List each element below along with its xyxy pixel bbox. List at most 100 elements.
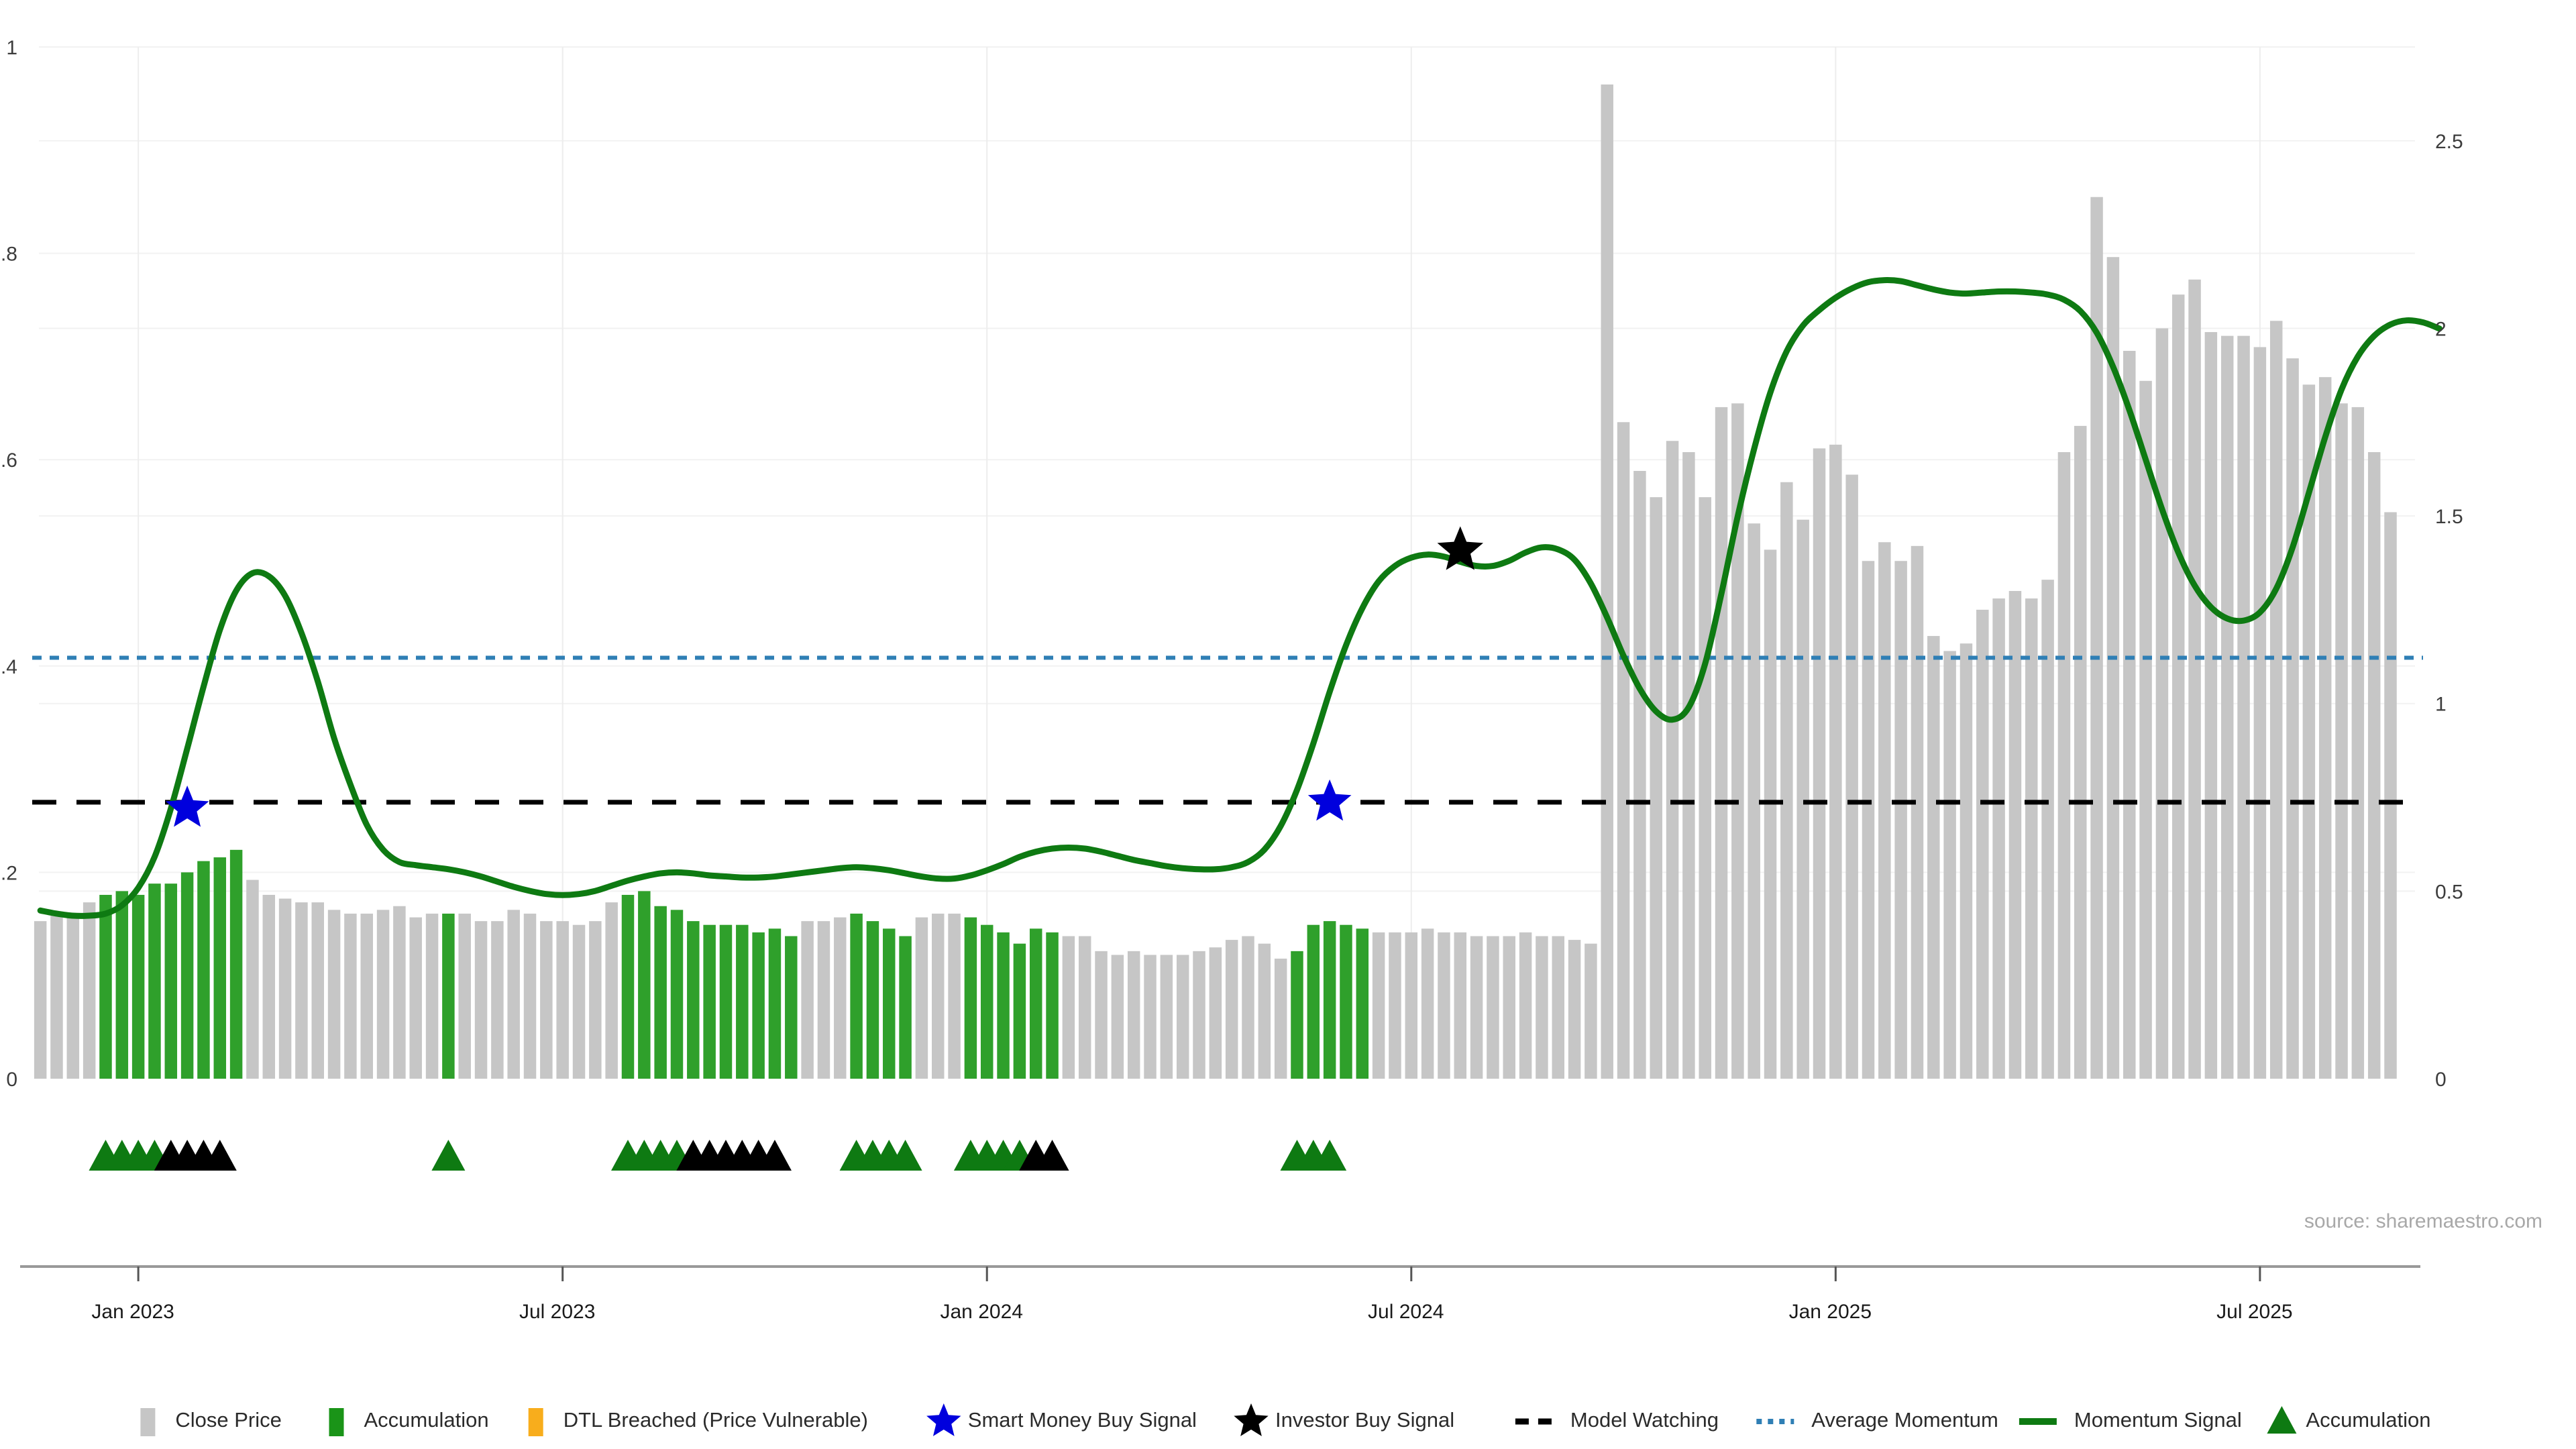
close-price-bar [327, 910, 341, 1079]
accumulation-bar [752, 932, 765, 1079]
investor-triangle-marker [203, 1140, 237, 1171]
investor-buy-signal-marker[interactable] [1437, 526, 1484, 570]
close-price-bar [1845, 474, 1858, 1079]
close-price-bar [344, 913, 357, 1079]
legend-marker-legend-dtl-breached [528, 1408, 543, 1436]
close-price-bar [2286, 358, 2299, 1079]
accumulation-bar [997, 932, 1010, 1079]
accumulation-bar [229, 849, 243, 1079]
accumulation-bar [638, 891, 651, 1079]
y-axis-right-tick-label: 0 [2435, 1069, 2447, 1091]
close-price-bar [2106, 257, 2120, 1079]
close-price-bar [1650, 497, 1662, 1079]
close-price-bar [1813, 448, 1826, 1079]
x-axis-tick-label: Jul 2023 [519, 1301, 595, 1323]
close-price-bar [1617, 422, 1630, 1079]
close-price-bar [1193, 951, 1205, 1079]
close-price-bar [2367, 452, 2381, 1079]
legend-model-watching[interactable]: Model Watching [1570, 1408, 1719, 1432]
close-price-bar [262, 894, 276, 1079]
close-price-bar [2302, 384, 2316, 1079]
accumulation-bar [785, 936, 798, 1079]
investor-triangle-marker [757, 1140, 792, 1171]
close-price-bar [1470, 936, 1483, 1079]
legend-accumulation-marker[interactable]: Accumulation [2306, 1408, 2430, 1432]
legend-investor-buy-signal[interactable]: Investor Buy Signal [1275, 1408, 1454, 1432]
y-axis-left-tick-label: 1 [6, 37, 17, 59]
close-price-bar [393, 906, 406, 1079]
close-price-bar [1715, 407, 1728, 1079]
close-price-bar [2171, 294, 2185, 1079]
close-price-bar [83, 902, 96, 1079]
close-price-bar [278, 898, 292, 1079]
close-price-bar [1943, 651, 1956, 1079]
legend-dtl-breached[interactable]: DTL Breached (Price Vulnerable) [564, 1408, 868, 1432]
accumulation-bar [687, 921, 700, 1079]
close-price-bar [491, 921, 504, 1079]
y-axis-right-tick-label: 2.5 [2435, 131, 2463, 153]
close-price-bar [507, 910, 520, 1079]
y-axis-right-tick-label: 1.5 [2435, 506, 2463, 528]
momentum-signal-line [37, 277, 2443, 919]
close-price-bar [2155, 328, 2169, 1079]
close-price-bar [2318, 377, 2332, 1079]
close-price-bar [1225, 940, 1238, 1079]
close-price-bar [2351, 407, 2365, 1079]
close-price-bar [572, 924, 586, 1079]
close-price-bar [1731, 403, 1744, 1079]
x-axis-tick-label: Jul 2025 [2216, 1301, 2292, 1323]
y-axis-right-tick-label: 2 [2435, 318, 2447, 340]
close-price-bar [1503, 936, 1515, 1079]
accumulation-bar [736, 924, 749, 1079]
close-price-bar [1992, 598, 2005, 1079]
close-price-bar [458, 913, 471, 1079]
legend-marker-legend-accumulation-marker [2267, 1406, 2297, 1434]
close-price-bar [1078, 936, 1091, 1079]
close-price-bar [360, 913, 373, 1079]
accumulation-bar [1013, 943, 1026, 1079]
close-price-bar [1682, 452, 1695, 1079]
close-price-bar [2384, 512, 2397, 1079]
legend-close-price[interactable]: Close Price [175, 1408, 282, 1432]
close-price-bar [1421, 928, 1434, 1079]
accumulation-bar [1291, 951, 1303, 1079]
legend-momentum-signal[interactable]: Momentum Signal [2074, 1408, 2242, 1432]
close-price-bar [1829, 444, 1842, 1079]
close-price-bar [1911, 545, 1924, 1079]
investor-triangle-marker [1035, 1140, 1069, 1171]
accumulation-bar [883, 928, 896, 1079]
close-price-bar [1519, 932, 1532, 1079]
close-price-bar [1144, 955, 1157, 1079]
accumulation-bar [899, 936, 912, 1079]
accumulation-bar [964, 917, 977, 1079]
smart-money-buy-signal-marker[interactable] [165, 786, 209, 827]
close-price-bar [2269, 321, 2283, 1079]
accumulation-bar [131, 894, 145, 1079]
close-price-bar [1536, 936, 1548, 1079]
legend-smart-money-buy-signal[interactable]: Smart Money Buy Signal [968, 1408, 1197, 1432]
close-price-bar [932, 913, 945, 1079]
legend-marker-legend-smart-money-buy-signal [926, 1403, 961, 1436]
close-price-bar [1862, 561, 1875, 1079]
accumulation-bar [442, 913, 455, 1079]
close-price-bar [295, 902, 308, 1079]
close-price-bar [1127, 951, 1140, 1079]
close-price-bar [2204, 332, 2218, 1079]
accumulation-bar [148, 883, 161, 1079]
close-price-bar [1878, 542, 1891, 1079]
close-price-bar [1748, 523, 1760, 1079]
smart-money-buy-signal-marker[interactable] [1307, 779, 1352, 821]
close-price-bar [1176, 955, 1189, 1079]
close-price-bar [1894, 561, 1907, 1079]
legend-accumulation-bar[interactable]: Accumulation [364, 1408, 489, 1432]
legend-marker-legend-accumulation-bar [329, 1408, 344, 1436]
close-price-bar [66, 917, 80, 1079]
close-price-bar [1699, 497, 1711, 1079]
close-price-bar [1372, 932, 1385, 1079]
close-price-bar [50, 913, 63, 1079]
legend-average-momentum[interactable]: Average Momentum [1811, 1408, 1998, 1432]
close-price-bar [2123, 351, 2136, 1079]
accumulation-bar [1046, 932, 1059, 1079]
accumulation-bar [164, 883, 178, 1079]
close-price-bar [1601, 84, 1613, 1079]
